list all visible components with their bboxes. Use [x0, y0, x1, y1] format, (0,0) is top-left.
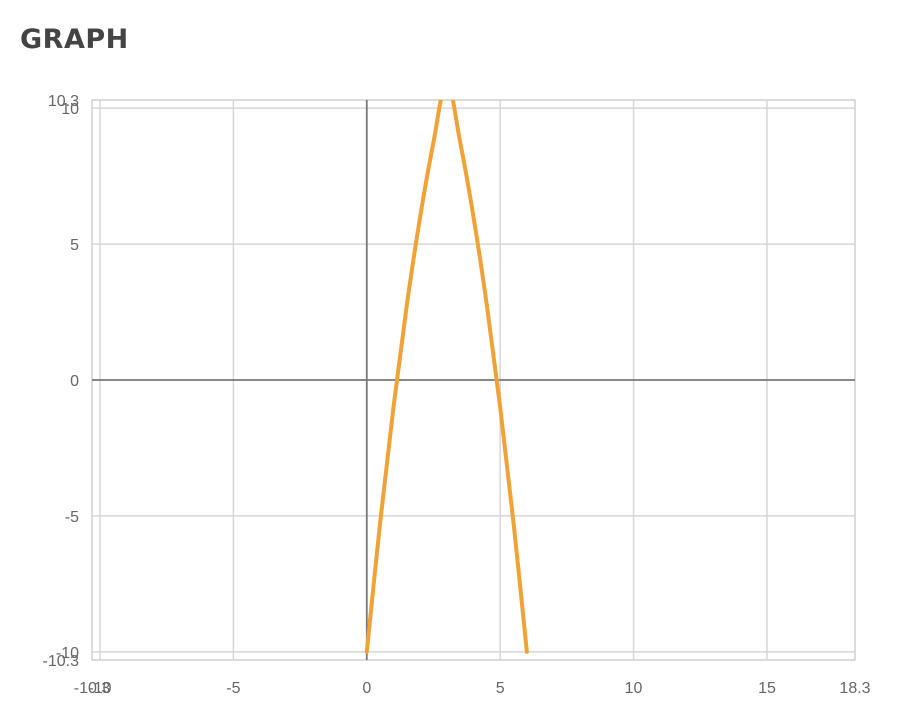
x-tick-label: -10.3: [74, 680, 111, 697]
y-tick-label: -5: [65, 509, 79, 526]
parabola-curve-0[interactable]: [364, 81, 529, 654]
x-tick-label: 10: [625, 680, 643, 697]
x-tick-label: 18.3: [839, 680, 870, 697]
x-tick-label: 15: [758, 680, 776, 697]
x-tick-label: 0: [362, 680, 371, 697]
x-tick-label: -10: [88, 680, 111, 697]
y-tick-label: -10.3: [43, 653, 80, 670]
y-tick-labels: 10.310 5 0 -5 -10-10.3: [43, 93, 80, 670]
x-tick-label: 5: [496, 680, 505, 697]
curve-layer: [364, 81, 529, 654]
axes: [92, 100, 855, 660]
x-tick-labels: -10.3-10 -5 0 5 10 15 18.3: [74, 680, 871, 697]
y-tick-label: -10: [56, 645, 79, 662]
y-tick-label: 0: [70, 373, 79, 390]
y-tick-label: 10.3: [48, 93, 79, 110]
x-tick-label: -5: [226, 680, 240, 697]
y-tick-label: 10: [61, 101, 79, 118]
page-title: GRAPH: [20, 24, 129, 55]
y-tick-label: 5: [70, 237, 79, 254]
grid-lines: [91, 99, 856, 661]
